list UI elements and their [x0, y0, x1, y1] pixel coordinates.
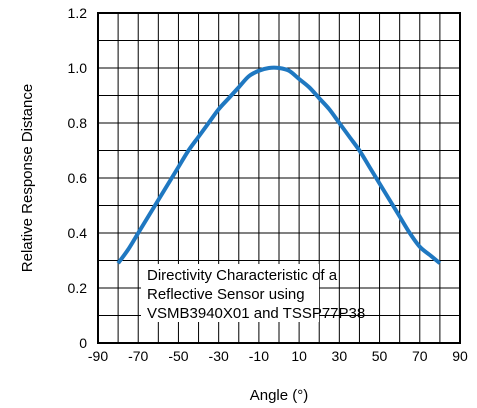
x-tick-label: 50 [372, 348, 388, 364]
y-axis-label: Relative Response Distance [19, 84, 36, 272]
annotation-line-2: Reflective Sensor using [147, 286, 305, 303]
series-line-1 [116, 65, 442, 265]
x-tick-label: 30 [332, 348, 348, 364]
annotation-box: Directivity Characteristic of a Reflecti… [141, 264, 365, 322]
plot-frame [97, 12, 461, 344]
y-tick-label: 1.2 [68, 5, 88, 21]
y-tick-labels: 0 0.2 0.4 0.6 0.8 1.0 1.2 [68, 5, 88, 351]
x-tick-label: -10 [249, 348, 269, 364]
annotation-line-3: VSMB3940X01 and TSSP77P38 [147, 305, 365, 322]
y-tick-label: 1.0 [68, 60, 88, 76]
x-tick-label: 90 [452, 348, 468, 364]
y-tick-label: 0.4 [68, 225, 88, 241]
annotation-background [141, 264, 319, 322]
x-axis-label: Angle (°) [250, 387, 309, 404]
y-tick-label: 0.6 [68, 170, 88, 186]
x-tick-label: -50 [168, 348, 188, 364]
series-layer [116, 65, 442, 265]
x-tick-label: -70 [128, 348, 148, 364]
x-tick-label: -30 [209, 348, 229, 364]
y-tick-label: 0.2 [68, 280, 88, 296]
x-tick-label: 70 [412, 348, 428, 364]
y-tick-label: 0.8 [68, 115, 88, 131]
annotation-line-1: Directivity Characteristic of a [147, 267, 338, 284]
x-tick-label: 10 [291, 348, 307, 364]
x-tick-labels: -90 -70 -50 -30 -10 10 30 50 70 90 [88, 348, 468, 364]
y-tick-label: 0 [79, 335, 87, 351]
x-tick-label: -90 [88, 348, 108, 364]
